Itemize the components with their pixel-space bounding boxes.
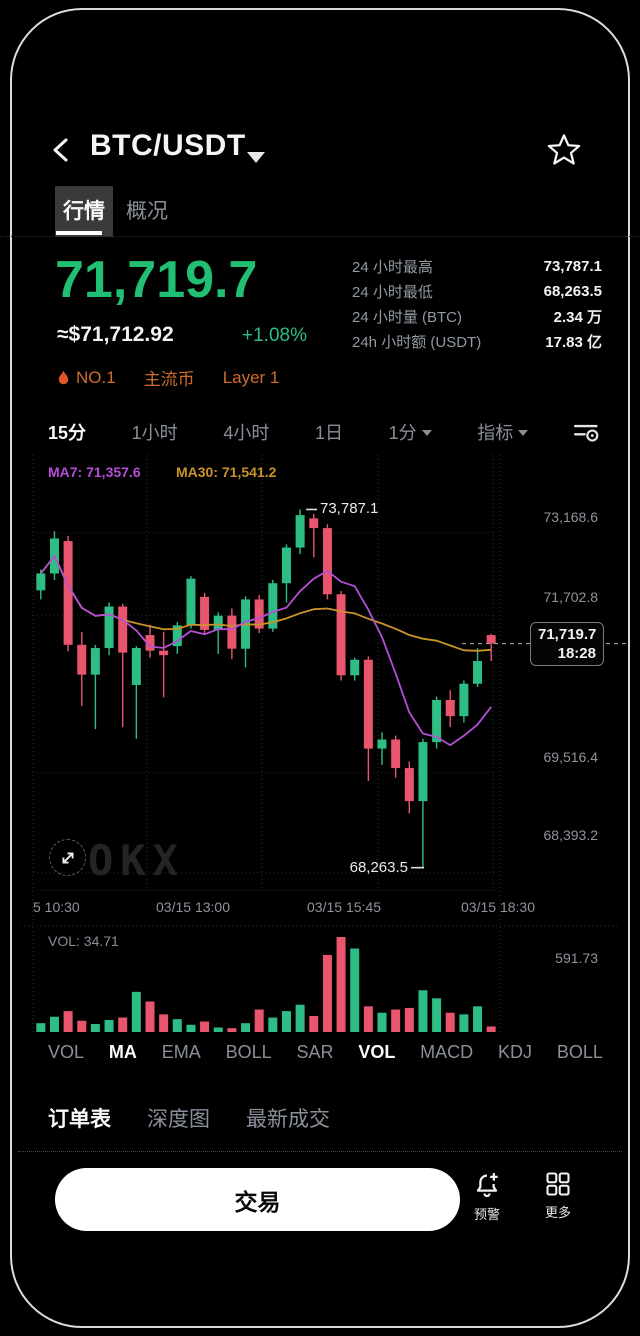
fiat-price: ≈$71,712.92 <box>57 323 174 346</box>
stat-value: 68,263.5 <box>543 283 602 300</box>
indicator-dropdown[interactable]: 指标 <box>477 419 529 445</box>
stat-value: 17.83 亿 <box>545 334 602 351</box>
timeframe-1d[interactable]: 1日 <box>314 423 343 443</box>
tab-quotes[interactable]: 行情 <box>55 186 113 237</box>
more-button[interactable]: 更多 <box>528 1170 588 1221</box>
ma30-label: MA30: 71,541.2 <box>176 464 277 480</box>
stat-label: 24h 小时额 (USDT) <box>352 334 482 351</box>
current-time: 18:28 <box>557 644 596 662</box>
stat-value: 2.34 万 <box>553 309 602 326</box>
y-axis-label: 68,393.2 <box>543 827 599 843</box>
tab-overview[interactable]: 概况 <box>126 200 168 223</box>
stat-row-high: 24 小时最高 73,787.1 <box>352 254 602 279</box>
stat-value: 73,787.1 <box>543 258 602 275</box>
x-axis-label: 03/15 18:30 <box>461 899 535 915</box>
alert-label: 预警 <box>473 1207 500 1222</box>
layer1-badge-label: Layer 1 <box>222 367 280 387</box>
timeframe-4h[interactable]: 4小时 <box>223 423 270 443</box>
dropdown-caret-icon <box>421 430 432 436</box>
okx-watermark: OKX <box>88 836 185 885</box>
favorite-star-icon[interactable] <box>546 132 582 168</box>
timeframe-15m[interactable]: 15分 <box>48 423 87 443</box>
category-badge-layer1[interactable]: Layer 1 <box>223 368 280 388</box>
stat-label: 24 小时量 (BTC) <box>352 309 463 326</box>
chart-settings-icon[interactable] <box>573 421 600 443</box>
category-badge-label: 主流币 <box>143 370 195 389</box>
indicator-vol-main[interactable]: VOL <box>48 1042 85 1062</box>
pair-title[interactable]: BTC/USDT <box>90 129 246 162</box>
x-axis-label: 03/15 13:00 <box>156 899 230 915</box>
y-axis-label: 73,168.6 <box>543 509 599 525</box>
indicator-kdj[interactable]: KDJ <box>498 1042 533 1062</box>
high-annotation: 73,787.1 <box>320 500 379 518</box>
orderbook-tabs: 订单表 深度图 最新成交 <box>48 1103 330 1133</box>
stat-label: 24 小时最高 <box>352 259 433 276</box>
volume-scale-label: 591.73 <box>555 950 598 966</box>
flame-icon <box>58 370 69 384</box>
timeframe-more-label: 1分 <box>388 423 417 443</box>
pair-dropdown-caret-icon[interactable] <box>247 152 265 163</box>
tab-active-underline <box>56 231 102 235</box>
bell-plus-icon <box>476 1173 498 1198</box>
category-badge-mainstream[interactable]: 主流币 <box>144 365 195 390</box>
y-axis-label: 71,702.8 <box>543 589 599 605</box>
indicator-tabs: VOL MA EMA BOLL SAR VOL MACD KDJ BOLL <box>48 1042 603 1063</box>
y-axis-label: 69,516.4 <box>543 749 599 765</box>
timeframe-bar: 15分 1小时 4小时 1日 1分 指标 <box>48 415 600 449</box>
tab-latest-trades[interactable]: 最新成交 <box>246 1108 330 1131</box>
dropdown-caret-icon <box>518 430 529 436</box>
timeframe-1h[interactable]: 1小时 <box>131 423 178 443</box>
volume-current-label: VOL: 34.71 <box>48 933 119 949</box>
grid-more-icon <box>546 1172 570 1196</box>
rank-badge-label: NO.1 <box>76 367 116 387</box>
tabs-divider <box>0 236 640 237</box>
indicator-vol-sub[interactable]: VOL <box>358 1042 396 1062</box>
indicator-dropdown-label: 指标 <box>477 423 514 443</box>
stat-row-turnover-usdt: 24h 小时额 (USDT) 17.83 亿 <box>352 329 602 354</box>
rank-badge[interactable]: NO.1 <box>57 368 116 388</box>
more-label: 更多 <box>544 1205 571 1220</box>
fullscreen-expand-icon[interactable] <box>49 839 86 876</box>
stats-panel: 24 小时最高 73,787.1 24 小时最低 68,263.5 24 小时量… <box>352 254 602 354</box>
x-axis-label: 03/15 15:45 <box>307 899 381 915</box>
low-annotation: 68,263.5 <box>349 858 408 876</box>
trade-button[interactable]: 交易 <box>55 1168 460 1231</box>
timeframe-more-dropdown[interactable]: 1分 <box>389 419 432 445</box>
indicator-ema[interactable]: EMA <box>161 1042 201 1062</box>
last-price: 71,719.7 <box>55 251 258 309</box>
bottom-divider <box>18 1151 622 1152</box>
tab-depth-chart[interactable]: 深度图 <box>147 1108 210 1131</box>
indicator-sar[interactable]: SAR <box>296 1042 334 1062</box>
badge-row: NO.1 主流币 Layer 1 <box>57 365 279 390</box>
indicator-boll[interactable]: BOLL <box>225 1042 272 1062</box>
current-price: 71,719.7 <box>538 625 597 643</box>
tab-order-book[interactable]: 订单表 <box>48 1108 111 1131</box>
current-price-box: 71,719.7 18:28 <box>530 621 604 666</box>
stat-row-low: 24 小时最低 68,263.5 <box>352 279 602 304</box>
ma7-label: MA7: 71,357.6 <box>48 464 141 480</box>
price-change-percent: +1.08% <box>242 325 307 346</box>
back-icon[interactable] <box>48 136 74 164</box>
indicator-macd[interactable]: MACD <box>420 1042 474 1062</box>
price-alert-button[interactable]: 预警 <box>457 1170 517 1223</box>
indicator-boll2[interactable]: BOLL <box>556 1042 603 1062</box>
x-axis-label: 5 10:30 <box>33 899 80 915</box>
stat-row-volume-btc: 24 小时量 (BTC) 2.34 万 <box>352 304 602 329</box>
stat-label: 24 小时最低 <box>352 284 433 301</box>
indicator-ma[interactable]: MA <box>108 1042 137 1062</box>
